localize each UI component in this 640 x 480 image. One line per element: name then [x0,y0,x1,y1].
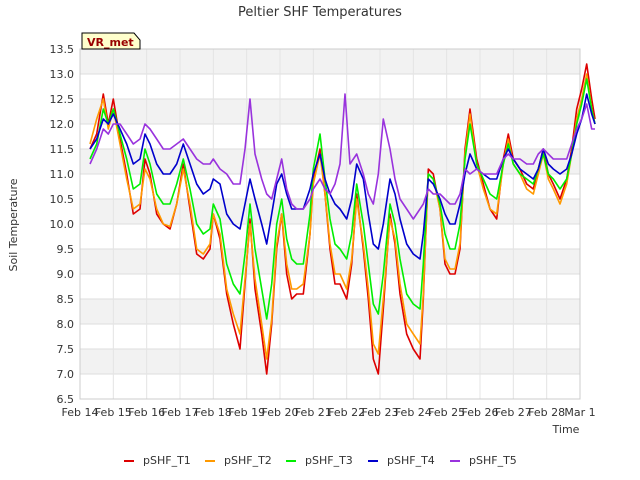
x-tick-label: Feb 24 [395,406,432,419]
y-axis-label: Soil Temperature [7,178,20,271]
plot-band [80,99,580,124]
series-line-pSHF_T3 [89,78,596,320]
legend-label: pSHF_T4 [387,454,435,467]
chart-title: Peltier SHF Temperatures [238,5,402,20]
x-tick-label: Feb 15 [95,406,132,419]
y-tick-label: 12.0 [50,118,75,131]
legend-label: pSHF_T2 [224,454,272,467]
y-tick-label: 9.0 [57,268,75,281]
legend: pSHF_T1 pSHF_T2 pSHF_T3 pSHF_T4 pSHF_T5 [124,454,517,467]
annotation-text: VR_met [87,36,134,49]
x-axis-label: Time [552,423,580,436]
y-tick-label: 10.5 [50,193,75,206]
x-tick-label: Feb 18 [195,406,232,419]
y-tick-label: 8.0 [57,318,75,331]
legend-label: pSHF_T1 [143,454,191,467]
y-tick-label: 12.5 [50,93,75,106]
x-tick-label: Feb 21 [295,406,332,419]
x-tick-label: Feb 27 [495,406,532,419]
series-line-pSHF_T4 [89,93,596,260]
x-tick-label: Feb 16 [128,406,165,419]
legend-label: pSHF_T5 [469,454,517,467]
x-tick-label: Feb 17 [162,406,199,419]
y-tick-label: 10.0 [50,218,75,231]
x-tick-label: Feb 25 [428,406,465,419]
x-tick-label: Mar 1 [564,406,595,419]
y-axis-ticks: 6.5 7.0 7.5 8.0 8.5 9.0 9.5 10.0 10.5 11.0 11.5 12.… [50,43,75,406]
x-tick-label: Feb 28 [528,406,565,419]
y-tick-label: 11.5 [50,143,75,156]
annotation-box [81,32,141,50]
x-tick-label: Feb 20 [262,406,299,419]
y-tick-label: 7.0 [57,368,75,381]
y-tick-label: 13.0 [50,68,75,81]
plot-band [80,149,580,174]
x-tick-label: Feb 26 [462,406,499,419]
plot-band [80,299,580,324]
x-tick-label: Feb 23 [362,406,399,419]
y-tick-label: 6.5 [57,393,75,406]
y-tick-label: 11.0 [50,168,75,181]
series-line-pSHF_T5 [89,93,595,220]
x-tick-label: Feb 22 [328,406,365,419]
y-tick-label: 13.5 [50,43,75,56]
legend-label: pSHF_T3 [305,454,353,467]
annotation-badge: VR_met [81,32,141,50]
y-tick-label: 9.5 [57,243,75,256]
x-tick-label: Feb 14 [62,406,99,419]
series-lines [89,63,596,375]
y-tick-label: 7.5 [57,343,75,356]
plot-band [80,349,580,374]
x-tick-label: Feb 19 [228,406,265,419]
y-tick-label: 8.5 [57,293,75,306]
plot-frame [79,48,581,400]
plot-band [80,49,580,74]
